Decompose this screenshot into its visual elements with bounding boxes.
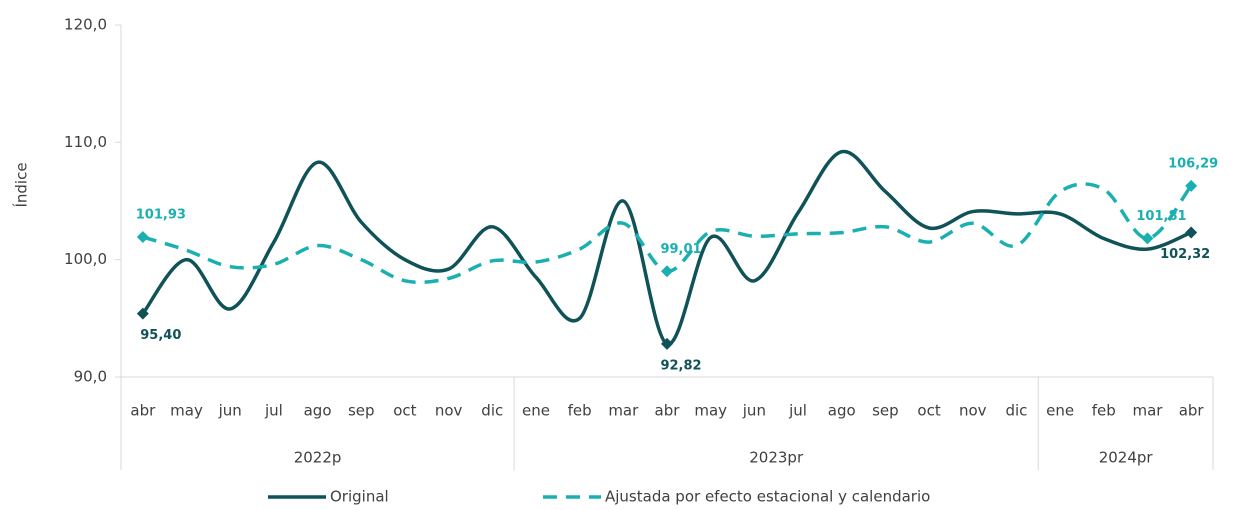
y-axis-label: Índice bbox=[12, 162, 31, 207]
point-marker bbox=[1185, 179, 1198, 192]
x-tick-label: oct bbox=[917, 402, 940, 420]
point-marker bbox=[661, 265, 673, 278]
x-tick-label: nov bbox=[435, 402, 463, 420]
x-tick-label: jun bbox=[218, 402, 242, 420]
data-label: 106,29 bbox=[1168, 156, 1218, 171]
data-label: 101,81 bbox=[1136, 209, 1186, 224]
legend-label: Ajustada por efecto estacional y calenda… bbox=[605, 488, 930, 506]
point-marker bbox=[136, 231, 149, 244]
point-marker bbox=[1141, 232, 1154, 245]
x-tick-label: abr bbox=[655, 402, 681, 420]
group-label: 2022p bbox=[294, 449, 342, 467]
group-label: 2024pr bbox=[1099, 449, 1154, 467]
x-tick-label: mar bbox=[1132, 402, 1163, 420]
x-tick-label: oct bbox=[393, 402, 416, 420]
x-tick-label: ago bbox=[304, 402, 332, 420]
x-tick-label: ene bbox=[1046, 402, 1074, 420]
data-label: 95,40 bbox=[140, 328, 181, 343]
y-tick-label: 90,0 bbox=[74, 368, 107, 386]
x-tick-label: jul bbox=[788, 402, 807, 420]
y-tick-label: 110,0 bbox=[64, 133, 107, 151]
x-tick-label: ene bbox=[522, 402, 550, 420]
x-tick-label: sep bbox=[348, 402, 375, 420]
x-tick-label: nov bbox=[959, 402, 987, 420]
x-tick-label: abr bbox=[130, 402, 156, 420]
group-label: 2023pr bbox=[749, 449, 804, 467]
x-tick-label: jul bbox=[264, 402, 283, 420]
x-tick-label: ago bbox=[828, 402, 856, 420]
x-tick-label: may bbox=[170, 402, 203, 420]
x-tick-label: dic bbox=[481, 402, 503, 420]
point-marker bbox=[661, 337, 673, 350]
x-tick-label: may bbox=[694, 402, 727, 420]
x-tick-label: mar bbox=[608, 402, 639, 420]
point-marker bbox=[1185, 226, 1198, 239]
data-label: 99,01 bbox=[660, 242, 701, 257]
x-tick-label: sep bbox=[872, 402, 899, 420]
x-tick-label: jun bbox=[742, 402, 766, 420]
data-label: 101,93 bbox=[136, 208, 186, 223]
line-series bbox=[141, 149, 1192, 346]
x-tick-label: feb bbox=[568, 402, 592, 420]
data-label: 92,82 bbox=[660, 358, 701, 373]
y-tick-label: 120,0 bbox=[64, 16, 107, 34]
x-tick-label: dic bbox=[1005, 402, 1027, 420]
x-tick-label: feb bbox=[1092, 402, 1116, 420]
legend-label: Original bbox=[330, 488, 389, 506]
y-tick-label: 100,0 bbox=[64, 250, 107, 268]
point-marker bbox=[136, 307, 149, 320]
data-label: 102,32 bbox=[1160, 247, 1210, 262]
x-tick-label: abr bbox=[1179, 402, 1205, 420]
